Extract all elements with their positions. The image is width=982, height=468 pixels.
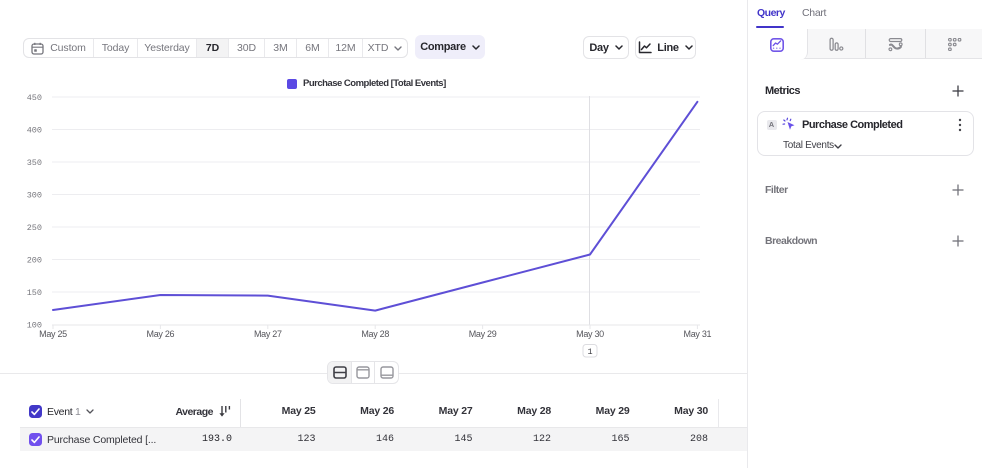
svg-text:300: 300: [27, 191, 42, 201]
svg-text:1: 1: [587, 347, 592, 357]
svg-text:450: 450: [27, 93, 42, 103]
svg-text:100: 100: [27, 321, 42, 331]
svg-text:May 27: May 27: [254, 329, 282, 339]
svg-text:400: 400: [27, 126, 42, 136]
svg-text:May 26: May 26: [147, 329, 175, 339]
svg-text:May 30: May 30: [576, 329, 604, 339]
svg-text:May 29: May 29: [469, 329, 497, 339]
svg-text:May 28: May 28: [361, 329, 389, 339]
svg-text:May 31: May 31: [684, 329, 712, 339]
svg-text:350: 350: [27, 158, 42, 168]
svg-text:May 25: May 25: [39, 329, 67, 339]
svg-text:150: 150: [27, 288, 42, 298]
svg-text:250: 250: [27, 223, 42, 233]
svg-text:200: 200: [27, 256, 42, 266]
